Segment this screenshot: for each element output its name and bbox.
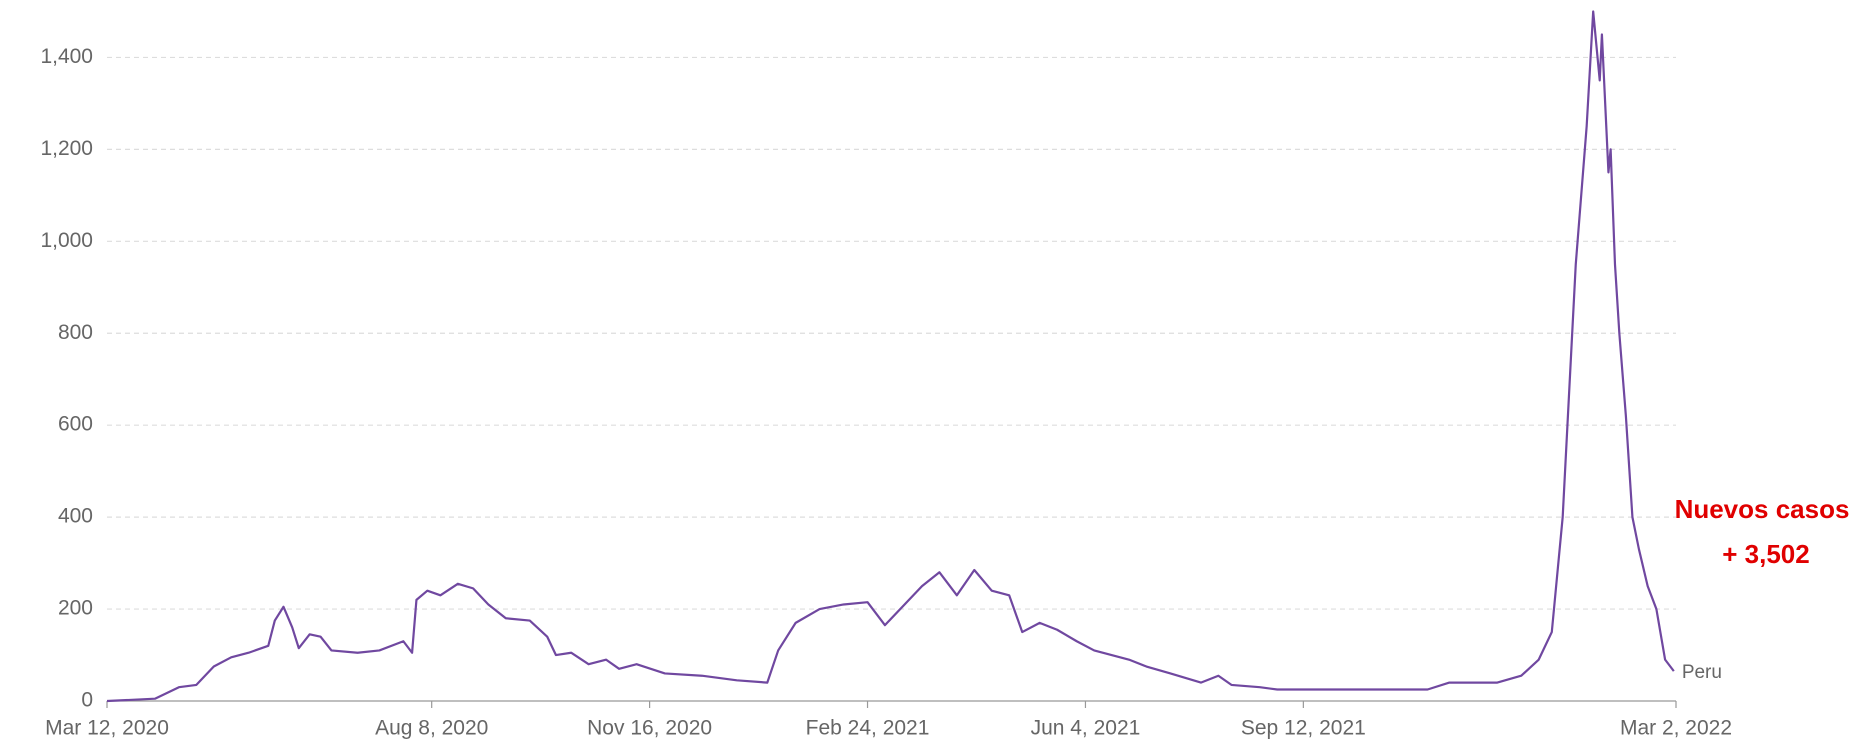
x-tick-label: Sep 12, 2021 bbox=[1241, 717, 1366, 740]
x-tick-label: Nov 16, 2020 bbox=[587, 717, 712, 740]
x-tick-label: Jun 4, 2021 bbox=[1031, 717, 1141, 740]
y-tick-label: 400 bbox=[58, 505, 93, 528]
x-tick-label: Mar 2, 2022 bbox=[1620, 717, 1732, 740]
y-tick-label: 1,000 bbox=[40, 229, 93, 252]
y-tick-label: 1,200 bbox=[40, 137, 93, 160]
line bbox=[106, 10, 1675, 703]
x-tick-label: Feb 24, 2021 bbox=[806, 717, 930, 740]
series-label: Peru bbox=[1682, 662, 1722, 683]
x-tick-label: Mar 12, 2020 bbox=[45, 717, 169, 740]
y-tick-label: 200 bbox=[58, 597, 93, 620]
x-tick-label: Aug 8, 2020 bbox=[375, 717, 488, 740]
y-tick-label: 800 bbox=[58, 321, 93, 344]
annotation: + 3,502 bbox=[1722, 539, 1809, 569]
y-tick-label: 0 bbox=[81, 689, 93, 712]
y-tick-label: 1,400 bbox=[40, 45, 93, 68]
y-tick-label: 600 bbox=[58, 413, 93, 436]
annotation: Nuevos casos bbox=[1675, 494, 1850, 524]
